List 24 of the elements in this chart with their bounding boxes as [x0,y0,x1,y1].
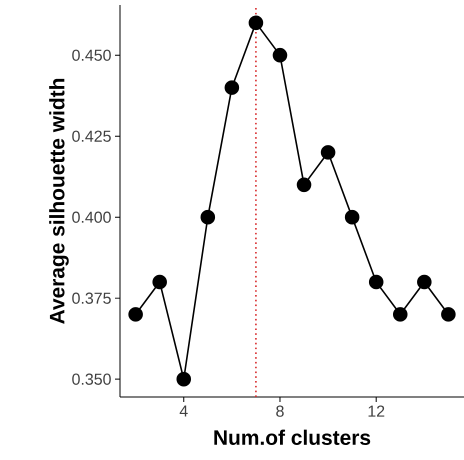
point [296,178,312,192]
y-axis-title: Average silhouette width [49,78,69,324]
y-tick-label: 0.400 [72,212,111,223]
x-tick-label: 8 [276,406,284,417]
point [441,307,456,322]
point [152,274,167,290]
x-tick-label: 4 [180,406,188,416]
point [344,210,360,224]
point [320,145,336,160]
point [417,274,432,290]
point [272,48,288,62]
x-axis-title: Num.of clusters [214,430,370,446]
point [248,16,264,30]
y-tick-label: 0.450 [72,50,111,61]
y-tick-label: 0.425 [72,130,111,142]
point [200,210,216,224]
y-tick-label: 0.350 [72,374,111,385]
point [176,372,192,386]
point [368,274,384,290]
point [392,307,408,322]
x-tick-label: 12 [368,406,384,417]
point [128,307,143,322]
y-tick-label: 0.375 [72,292,111,304]
point [224,80,240,95]
